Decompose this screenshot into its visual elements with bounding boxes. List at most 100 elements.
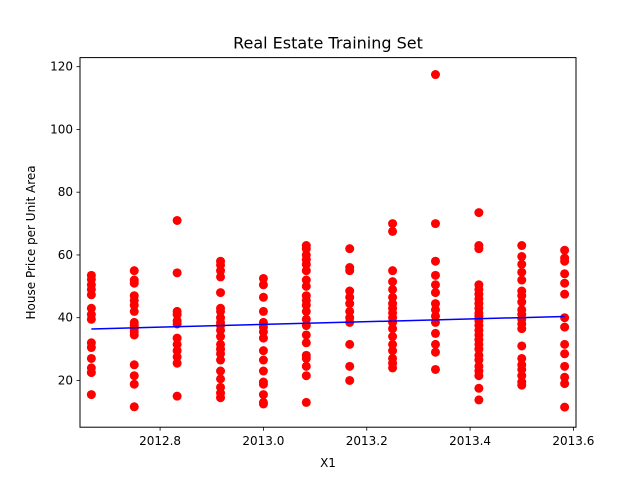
data-point: [388, 226, 398, 236]
x-tick-label: 2012.8: [139, 434, 181, 448]
data-point: [258, 366, 268, 376]
data-point: [258, 280, 268, 290]
data-point: [216, 393, 226, 403]
data-point: [129, 306, 139, 316]
data-point: [430, 280, 440, 290]
data-point: [560, 256, 570, 266]
data-point: [216, 306, 226, 316]
data-point: [216, 325, 226, 335]
y-tick-label: 120: [50, 60, 73, 74]
data-point: [517, 267, 527, 277]
x-tick-label: 2013.4: [449, 434, 491, 448]
data-point: [560, 313, 570, 323]
data-point: [517, 297, 527, 307]
data-point: [129, 330, 139, 340]
data-point: [430, 256, 440, 266]
data-point: [560, 349, 570, 359]
data-point: [474, 383, 484, 393]
x-axis-label: X1: [320, 456, 336, 470]
data-point: [301, 306, 311, 316]
data-point: [388, 277, 398, 287]
data-point: [129, 300, 139, 310]
data-point: [172, 358, 182, 368]
data-point: [517, 252, 527, 262]
data-point: [216, 355, 226, 365]
axis-ticks: 2012.8 2013.0 2013.2 2013.4 2013.6 20 40 60 80 10…: [50, 60, 594, 449]
data-point: [301, 330, 311, 340]
data-point: [345, 375, 355, 385]
data-point: [474, 355, 484, 365]
data-point: [345, 292, 355, 302]
data-point: [474, 208, 484, 218]
data-point: [430, 288, 440, 298]
data-point: [345, 339, 355, 349]
data-point: [560, 402, 570, 412]
data-point: [216, 366, 226, 376]
data-point: [301, 397, 311, 407]
data-point: [172, 215, 182, 225]
data-point: [560, 322, 570, 332]
data-point: [560, 372, 570, 382]
data-point: [301, 353, 311, 363]
data-point: [86, 290, 96, 300]
data-point: [86, 368, 96, 378]
data-point: [560, 361, 570, 371]
data-point: [301, 338, 311, 348]
x-tick-label: 2013.0: [242, 434, 284, 448]
data-point: [560, 379, 570, 389]
data-point: [172, 339, 182, 349]
data-point: [474, 395, 484, 405]
data-point: [430, 328, 440, 338]
data-point: [172, 333, 182, 343]
data-point: [301, 314, 311, 324]
data-point: [301, 244, 311, 254]
plot-area-frame: [79, 57, 577, 428]
data-point: [560, 339, 570, 349]
data-point: [129, 266, 139, 276]
data-point: [172, 346, 182, 356]
regression-line: [91, 315, 565, 330]
data-point: [430, 311, 440, 321]
data-point: [388, 317, 398, 327]
data-point: [517, 275, 527, 285]
data-point: [129, 278, 139, 288]
data-point: [430, 305, 440, 315]
y-tick-label: 80: [58, 185, 73, 199]
data-point: [517, 259, 527, 269]
data-point: [388, 363, 398, 373]
data-point: [258, 355, 268, 365]
data-point: [216, 266, 226, 276]
data-point: [129, 379, 139, 389]
x-tick-label: 2013.2: [346, 434, 388, 448]
data-point: [301, 259, 311, 269]
data-point: [301, 300, 311, 310]
data-point: [258, 306, 268, 316]
data-point: [517, 341, 527, 351]
data-point: [430, 347, 440, 357]
data-point: [388, 266, 398, 276]
data-point: [430, 339, 440, 349]
data-point: [129, 371, 139, 381]
data-point: [517, 353, 527, 363]
data-point: [216, 332, 226, 342]
y-tick-label: 60: [58, 248, 73, 262]
data-point: [388, 324, 398, 334]
data-point: [345, 266, 355, 276]
data-point: [430, 364, 440, 374]
data-point: [301, 321, 311, 331]
data-point: [345, 361, 355, 371]
data-point: [258, 346, 268, 356]
data-point: [172, 352, 182, 362]
data-point: [388, 292, 398, 302]
data-point: [86, 303, 96, 313]
data-point: [301, 361, 311, 371]
data-point: [560, 278, 570, 288]
data-point: [388, 284, 398, 294]
data-point: [474, 344, 484, 354]
y-tick-label: 20: [58, 373, 73, 387]
data-point: [129, 360, 139, 370]
data-point: [388, 219, 398, 229]
data-point: [474, 244, 484, 254]
data-point: [258, 333, 268, 343]
